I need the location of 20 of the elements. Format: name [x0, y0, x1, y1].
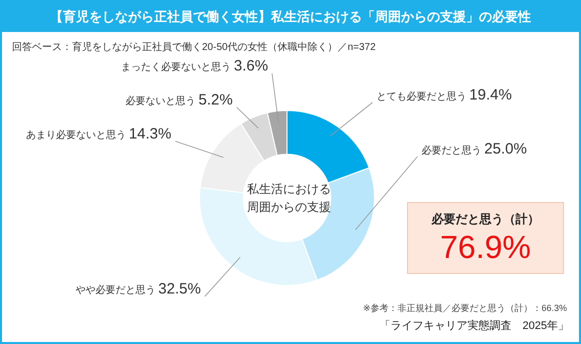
text: 76.9%: [439, 228, 532, 266]
data-label: 5.2%: [198, 91, 233, 108]
text: ※参考：非正規社員／必要だと思う（計）：66.3%: [362, 302, 567, 315]
chart-title: 【育児をしながら正社員で働く女性】私生活における「周囲からの支援」の必要性: [2, 2, 579, 32]
data-label: 14.3%: [128, 125, 172, 142]
data-label: 32.5%: [158, 280, 201, 298]
text: 周囲からの支援: [246, 199, 332, 216]
data-label: 19.4%: [469, 86, 512, 104]
text: 「ライフキャリア実態調査 2025年」: [380, 318, 569, 333]
slice-label: 必要だと思う: [422, 144, 484, 156]
slice-label: あまり必要ないと思う: [26, 129, 129, 142]
slice-label: とても必要だと思う: [376, 90, 470, 102]
data-label: 25.0%: [484, 140, 527, 158]
text: 必要だと思う（計）: [430, 211, 540, 228]
slice-label: やや必要だと思う: [75, 284, 158, 296]
data-label: 3.6%: [234, 57, 268, 74]
slice-label: まったく必要ないと思う: [121, 61, 234, 74]
chart-subtitle: 回答ベース：育児をしながら正社員で働く20-50代の女性（休職中除く）／n=372: [12, 40, 376, 54]
text: 私生活における: [246, 181, 332, 198]
slice-label: 必要ないと思う: [126, 95, 198, 108]
